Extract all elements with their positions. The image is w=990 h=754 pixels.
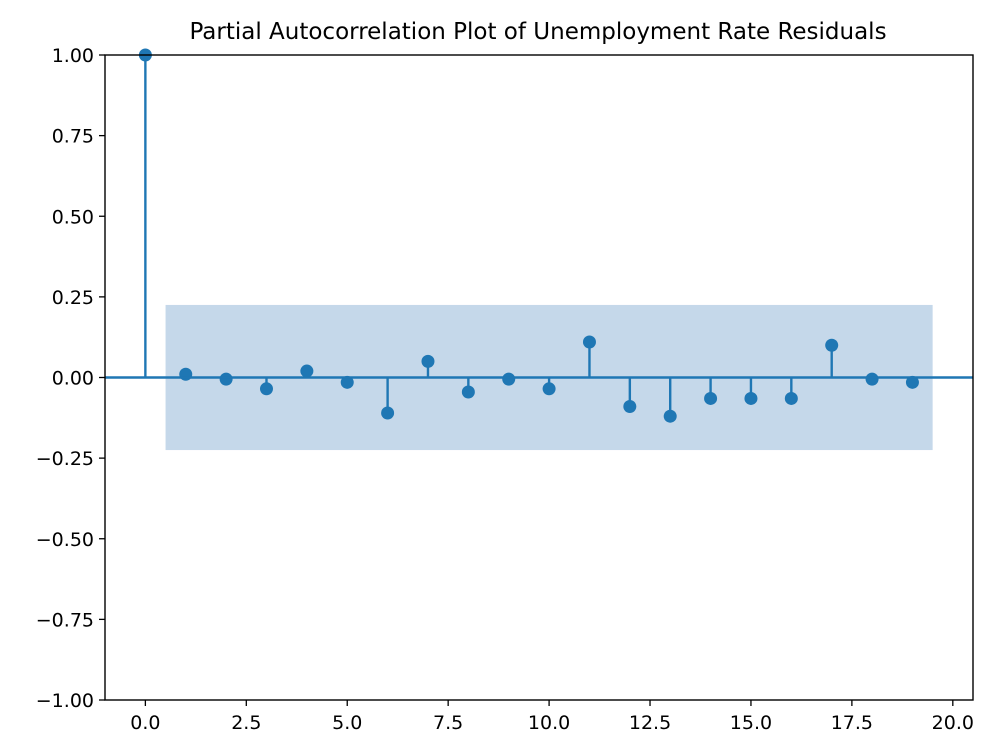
- stem-marker-lag-10: [542, 382, 556, 396]
- stem-layer: [138, 48, 919, 423]
- stem-marker-lag-6: [381, 406, 395, 420]
- chart-title: Partial Autocorrelation Plot of Unemploy…: [189, 19, 886, 45]
- stem-marker-lag-1: [179, 367, 193, 381]
- x-tick-label: 17.5: [831, 712, 873, 734]
- stem-marker-lag-9: [502, 372, 516, 386]
- x-tick-label: 12.5: [629, 712, 671, 734]
- stem-marker-lag-2: [219, 372, 233, 386]
- x-tick-label: 0.0: [130, 712, 160, 734]
- x-tick-label: 15.0: [730, 712, 772, 734]
- stem-marker-lag-15: [744, 391, 758, 405]
- x-tick-label: 5.0: [332, 712, 362, 734]
- y-tick-label: 0.00: [52, 368, 94, 390]
- y-tick-label: −0.50: [36, 529, 94, 551]
- y-tick-label: 0.75: [52, 126, 94, 148]
- stem-marker-lag-5: [340, 375, 354, 389]
- stem-marker-lag-11: [582, 335, 596, 349]
- y-tick-label: −0.25: [36, 448, 94, 470]
- y-tick-label: 1.00: [52, 45, 94, 67]
- stem-marker-lag-16: [784, 391, 798, 405]
- stem-marker-lag-7: [421, 354, 435, 368]
- y-tick-label: 0.50: [52, 206, 94, 228]
- stem-marker-lag-4: [300, 364, 314, 378]
- stem-marker-lag-8: [461, 385, 475, 399]
- stem-marker-lag-19: [905, 375, 919, 389]
- stem-marker-lag-12: [623, 400, 637, 414]
- plot-frame: [104, 54, 974, 701]
- y-tick-label: −1.00: [36, 690, 94, 712]
- x-tick-label: 7.5: [433, 712, 463, 734]
- stem-marker-lag-3: [259, 382, 273, 396]
- stem-marker-lag-18: [865, 372, 879, 386]
- y-tick-label: 0.25: [52, 287, 94, 309]
- stem-marker-lag-13: [663, 409, 677, 423]
- tick-layer: 0.0 2.5 5.0 7.5 10.0 12.5 15.0 17.5 20.0 1.00 0.75…: [36, 45, 974, 734]
- y-tick-label: −0.75: [36, 609, 94, 631]
- x-tick-label: 10.0: [528, 712, 570, 734]
- x-tick-label: 20.0: [932, 712, 974, 734]
- stem-marker-lag-17: [825, 338, 839, 352]
- x-tick-label: 2.5: [231, 712, 261, 734]
- stem-marker-lag-14: [704, 391, 718, 405]
